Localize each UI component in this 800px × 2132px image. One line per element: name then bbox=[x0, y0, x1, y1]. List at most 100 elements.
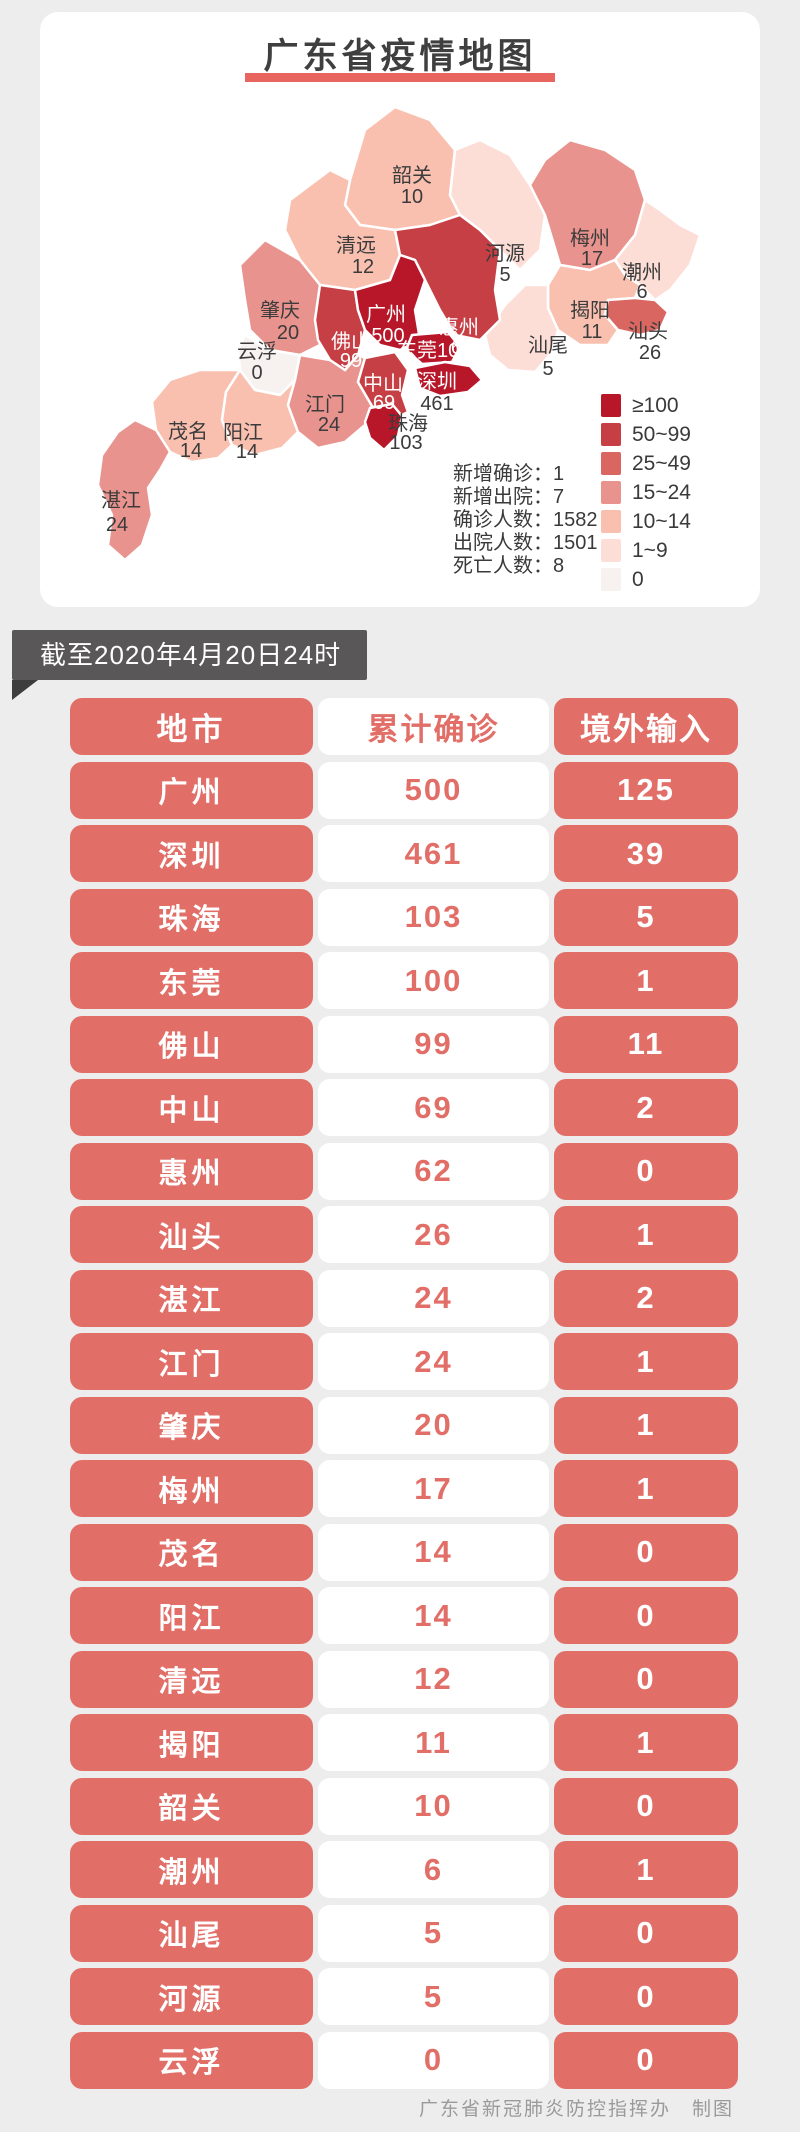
imported-cell: 0 bbox=[554, 1777, 738, 1835]
map-label-zhuhai: 珠海 bbox=[388, 412, 428, 435]
city-cell: 惠州 bbox=[70, 1142, 313, 1200]
map-label-shenzhen: 深圳 bbox=[417, 370, 457, 393]
legend-label-1-9: 1~9 bbox=[632, 539, 668, 562]
confirmed-cell: 26 bbox=[318, 1206, 549, 1263]
confirmed-cell: 500 bbox=[318, 761, 549, 819]
table-row-guangzhou: 广州 500 125 bbox=[70, 761, 738, 819]
imported-cell: 0 bbox=[554, 1142, 738, 1200]
map-region-zhuhai bbox=[363, 402, 404, 452]
map-value-yangjiang: 14 bbox=[236, 441, 258, 463]
city-cell: 肇庆 bbox=[70, 1396, 313, 1454]
imported-cell: 1 bbox=[554, 952, 738, 1009]
map-value-shanwei: 5 bbox=[542, 358, 553, 380]
map-value-zhongshan: 69 bbox=[373, 392, 395, 414]
stat-deaths: 死亡人数：8 bbox=[453, 554, 564, 577]
confirmed-cell: 6 bbox=[318, 1841, 549, 1898]
table-row-zhongshan: 中山 69 2 bbox=[70, 1079, 738, 1136]
table-row-maoming: 茂名 14 0 bbox=[70, 1523, 738, 1581]
imported-cell: 1 bbox=[554, 1841, 738, 1898]
legend-swatch-10-14 bbox=[601, 510, 621, 533]
confirmed-cell: 103 bbox=[318, 888, 549, 946]
city-data-table: 地市 累计确诊 境外输入 广州 500 125 深圳 461 39 珠海 103… bbox=[70, 698, 738, 2095]
imported-cell: 2 bbox=[554, 1079, 738, 1136]
header-imported: 境外输入 bbox=[554, 698, 738, 755]
table-row-yangjiang: 阳江 14 0 bbox=[70, 1587, 738, 1644]
city-cell: 广州 bbox=[70, 761, 313, 819]
city-cell: 佛山 bbox=[70, 1015, 313, 1073]
date-banner: 截至2020年4月20日24时 bbox=[12, 630, 368, 680]
map-label-yunfu: 云浮 bbox=[237, 340, 277, 363]
imported-cell: 0 bbox=[554, 1523, 738, 1581]
map-label-shaoguan: 韶关 bbox=[392, 164, 432, 187]
map-label-jieyang: 揭阳 bbox=[570, 299, 610, 322]
map-region-shenzhen bbox=[413, 360, 484, 398]
map-value-heyuan: 5 bbox=[499, 264, 510, 286]
map-value-chaozhou: 6 bbox=[636, 281, 647, 303]
map-value-yunfu: 0 bbox=[251, 362, 262, 384]
table-row-meizhou: 梅州 17 1 bbox=[70, 1460, 738, 1517]
imported-cell: 0 bbox=[554, 1650, 738, 1708]
legend-swatch-100 bbox=[601, 394, 621, 417]
confirmed-cell: 10 bbox=[318, 1777, 549, 1835]
confirmed-cell: 12 bbox=[318, 1650, 549, 1708]
confirmed-cell: 11 bbox=[318, 1714, 549, 1771]
confirmed-cell: 24 bbox=[318, 1333, 549, 1390]
confirmed-cell: 99 bbox=[318, 1015, 549, 1073]
map-label-yangjiang: 阳江 bbox=[223, 421, 263, 444]
table-row-shenzhen: 深圳 461 39 bbox=[70, 825, 738, 882]
page-title: 广东省疫情地图 bbox=[263, 37, 537, 76]
map-label-guangzhou: 广州 bbox=[366, 303, 406, 326]
confirmed-cell: 17 bbox=[318, 1460, 549, 1517]
map-value-jiangmen: 24 bbox=[318, 414, 340, 436]
confirmed-cell: 20 bbox=[318, 1396, 549, 1454]
title-underline bbox=[245, 73, 555, 82]
city-cell: 茂名 bbox=[70, 1523, 313, 1581]
imported-cell: 0 bbox=[554, 1587, 738, 1644]
map-value-maoming: 14 bbox=[180, 440, 202, 462]
header-confirmed: 累计确诊 bbox=[318, 698, 549, 755]
table-row-shaoguan: 韶关 10 0 bbox=[70, 1777, 738, 1835]
imported-cell: 2 bbox=[554, 1269, 738, 1327]
legend-swatch-1-9 bbox=[601, 539, 621, 562]
map-label-chaozhou: 潮州 bbox=[622, 261, 662, 284]
map-value-zhaoqing: 20 bbox=[277, 322, 299, 344]
imported-cell: 11 bbox=[554, 1015, 738, 1073]
map-value-zhuhai: 103 bbox=[389, 432, 422, 454]
map-region-zhanjiang bbox=[96, 418, 172, 562]
legend-label-15-24: 15~24 bbox=[632, 481, 691, 504]
map-label-jiangmen: 江门 bbox=[305, 393, 345, 416]
map-label-foshan: 佛山 bbox=[331, 330, 371, 353]
legend-swatch-25-49 bbox=[601, 452, 621, 475]
table-row-yunfu: 云浮 0 0 bbox=[70, 2031, 738, 2089]
map-label-zhaoqing: 肇庆 bbox=[260, 299, 300, 322]
stat-new-confirmed: 新增确诊：1 bbox=[453, 462, 564, 485]
city-cell: 河源 bbox=[70, 1968, 313, 2025]
city-cell: 韶关 bbox=[70, 1777, 313, 1835]
map-value-qingyuan: 12 bbox=[352, 256, 374, 278]
imported-cell: 1 bbox=[554, 1396, 738, 1454]
map-region-shantou bbox=[603, 296, 670, 337]
city-cell: 深圳 bbox=[70, 825, 313, 882]
confirmed-cell: 24 bbox=[318, 1269, 549, 1327]
city-cell: 梅州 bbox=[70, 1460, 313, 1517]
table-row-shantou: 汕头 26 1 bbox=[70, 1206, 738, 1263]
map-label-dongguan: 东莞 bbox=[397, 339, 437, 362]
legend-label-10-14: 10~14 bbox=[632, 510, 691, 533]
city-cell: 东莞 bbox=[70, 952, 313, 1009]
map-label-qingyuan: 清远 bbox=[336, 234, 376, 257]
map-value-huizhou: 62 bbox=[451, 337, 473, 359]
legend-label-25-49: 25~49 bbox=[632, 452, 691, 475]
confirmed-cell: 14 bbox=[318, 1523, 549, 1581]
map-label-meizhou: 梅州 bbox=[570, 227, 610, 250]
stat-new-discharged: 新增出院：7 bbox=[453, 485, 564, 508]
map-value-jieyang: 11 bbox=[582, 321, 603, 343]
map-region-maoming bbox=[150, 368, 242, 464]
table-row-jiangmen: 江门 24 1 bbox=[70, 1333, 738, 1390]
city-cell: 潮州 bbox=[70, 1841, 313, 1898]
map-card: 广东省疫情地图 韶关 10 bbox=[40, 12, 760, 607]
confirmed-cell: 5 bbox=[318, 1904, 549, 1962]
confirmed-cell: 69 bbox=[318, 1079, 549, 1136]
legend-swatch-50-99 bbox=[601, 423, 621, 446]
city-cell: 珠海 bbox=[70, 888, 313, 946]
guangdong-choropleth-map: 韶关 10 清远 12 河源 5 梅州 17 潮州 6 揭阳 11 汕头 26 … bbox=[96, 105, 702, 591]
